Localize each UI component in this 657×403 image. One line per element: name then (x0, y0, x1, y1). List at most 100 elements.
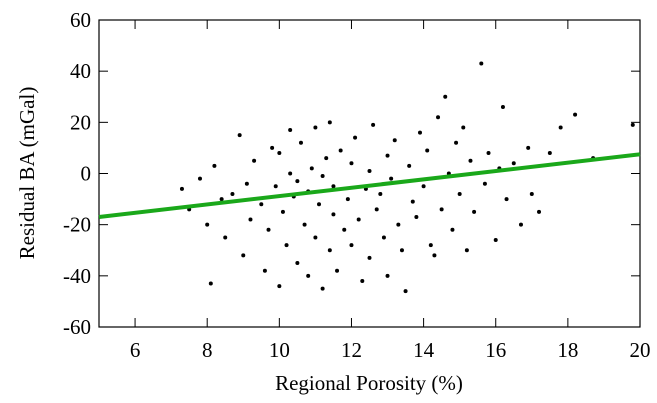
point (518, 222, 523, 227)
point (277, 284, 282, 289)
point (320, 174, 325, 179)
y-tick-label: 0 (81, 162, 92, 186)
point (547, 151, 552, 156)
y-tick-label: 60 (70, 8, 91, 32)
point (468, 158, 473, 163)
point (252, 158, 257, 163)
point (345, 197, 350, 202)
point (219, 197, 224, 202)
point (385, 153, 390, 158)
point (407, 163, 412, 168)
point (295, 261, 300, 266)
point (273, 184, 278, 189)
point (327, 248, 332, 253)
point (331, 212, 336, 217)
y-tick-label: 40 (70, 59, 91, 83)
point (428, 243, 433, 248)
point (288, 128, 293, 133)
y-axis-label: Residual BA (mGal) (15, 87, 39, 260)
point (511, 161, 516, 166)
point (335, 268, 340, 273)
x-axis-label: Regional Porosity (%) (275, 371, 463, 395)
point (385, 273, 390, 278)
point (493, 238, 498, 243)
point (396, 222, 401, 227)
point (338, 148, 343, 153)
y-tick-label: -40 (63, 264, 91, 288)
point (482, 181, 487, 186)
point (367, 168, 372, 173)
point (320, 286, 325, 291)
point (327, 120, 332, 125)
point (353, 135, 358, 140)
point (378, 191, 383, 196)
y-tick-label: -20 (63, 213, 91, 237)
point (244, 181, 249, 186)
point (399, 248, 404, 253)
point (302, 222, 307, 227)
point (212, 163, 217, 168)
point (306, 273, 311, 278)
point (410, 199, 415, 204)
point (486, 151, 491, 156)
point (630, 122, 635, 127)
point (342, 227, 347, 232)
point (389, 176, 394, 181)
point (472, 209, 477, 214)
point (403, 289, 408, 294)
point (537, 209, 542, 214)
point (288, 171, 293, 176)
point (356, 217, 361, 222)
point (298, 140, 303, 145)
x-tick-label: 18 (557, 338, 578, 362)
point (230, 191, 235, 196)
x-tick-label: 8 (202, 338, 213, 362)
point (313, 125, 318, 130)
point (374, 207, 379, 212)
point (439, 207, 444, 212)
point (259, 202, 264, 207)
point (270, 145, 275, 150)
point (266, 227, 271, 232)
y-tick-label: -60 (63, 315, 91, 339)
point (295, 179, 300, 184)
point (360, 278, 365, 283)
trend-line (98, 152, 641, 219)
point (262, 268, 267, 273)
point (324, 156, 329, 161)
plot-frame (98, 19, 641, 328)
point (280, 209, 285, 214)
point (454, 140, 459, 145)
point (558, 125, 563, 130)
point (381, 235, 386, 240)
point (179, 186, 184, 191)
point (197, 176, 202, 181)
point (504, 197, 509, 202)
point (425, 148, 430, 153)
point (573, 112, 578, 117)
point (500, 104, 505, 109)
point (464, 248, 469, 253)
x-tick-label: 12 (341, 338, 362, 362)
y-tick-label: 20 (70, 110, 91, 134)
point (421, 184, 426, 189)
point (457, 191, 462, 196)
point (205, 222, 210, 227)
point (309, 166, 314, 171)
point (526, 145, 531, 150)
point (208, 281, 213, 286)
point (237, 133, 242, 138)
x-tick-label: 10 (269, 338, 290, 362)
point (223, 235, 228, 240)
point (349, 161, 354, 166)
point (331, 184, 336, 189)
point (248, 217, 253, 222)
x-tick-label: 20 (630, 338, 651, 362)
point (479, 61, 484, 66)
point (277, 151, 282, 156)
point (241, 253, 246, 258)
point (392, 138, 397, 143)
point (414, 214, 419, 219)
point (432, 253, 437, 258)
point (417, 130, 422, 135)
